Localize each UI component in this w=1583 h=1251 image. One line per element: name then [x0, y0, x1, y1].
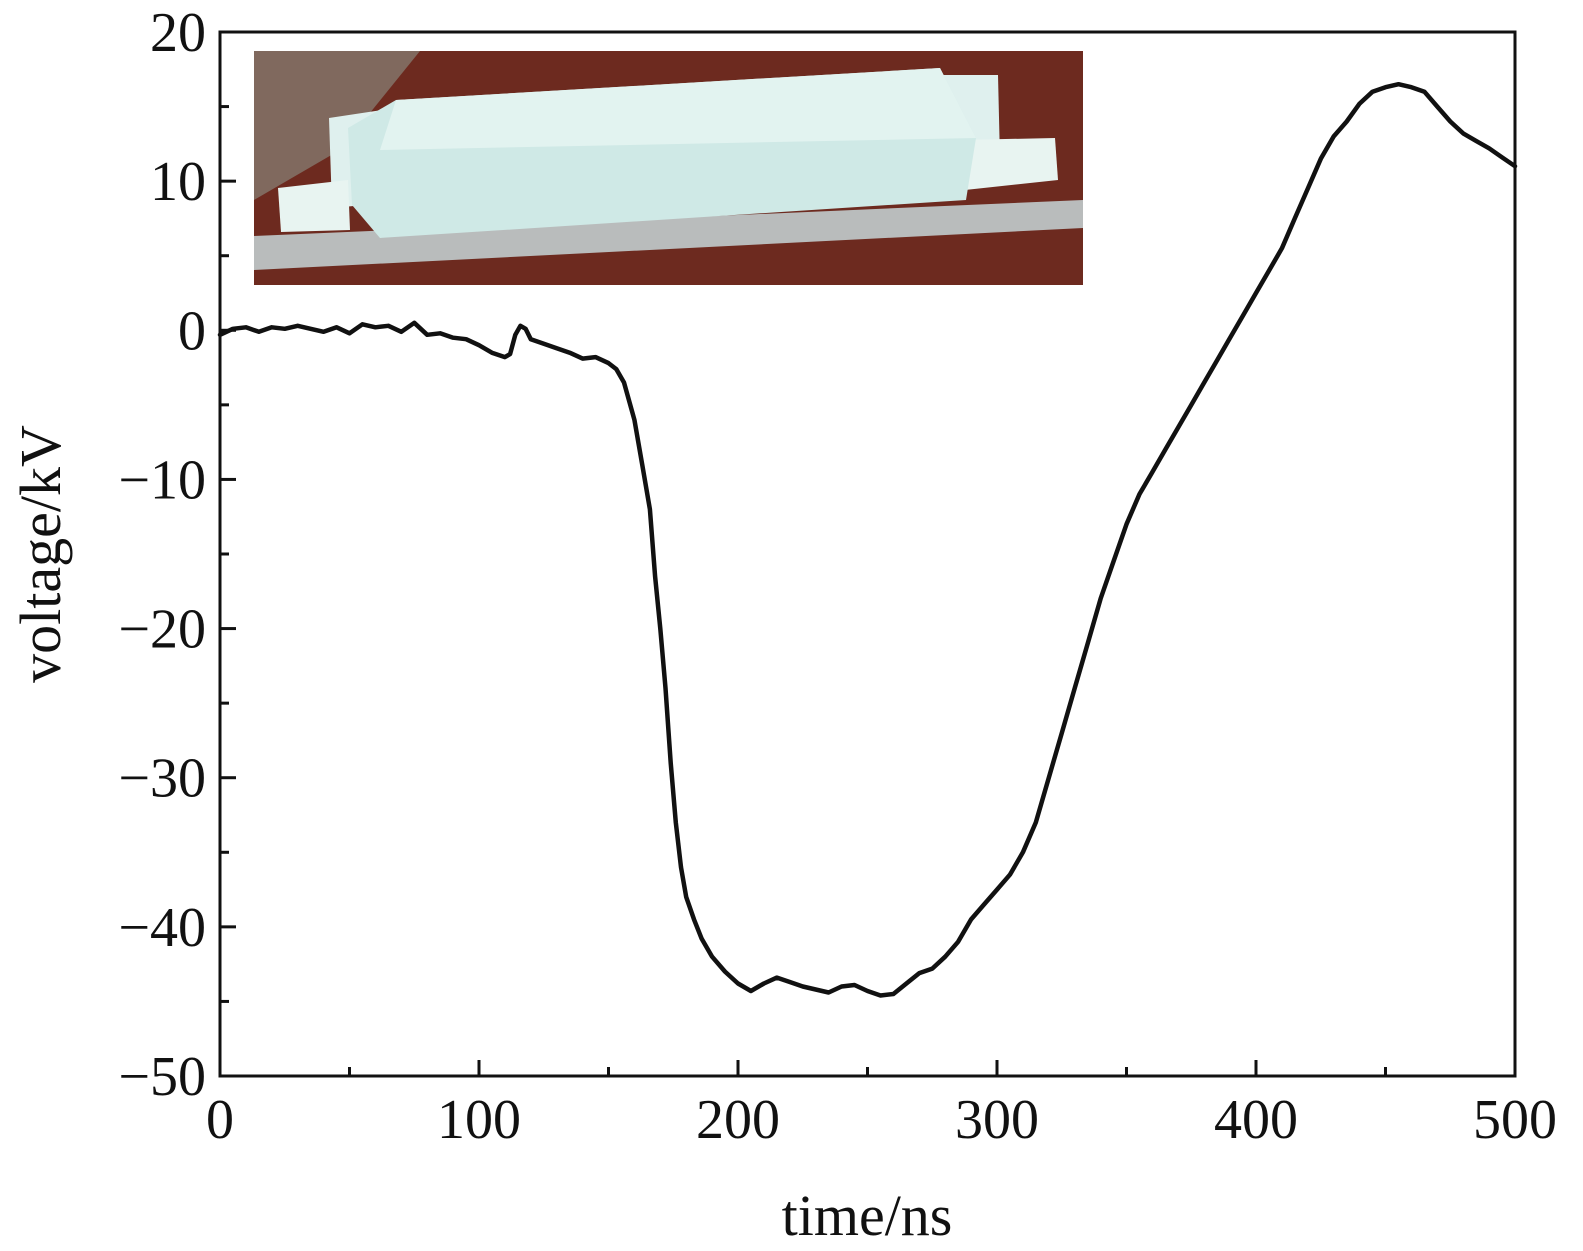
inset-photo-ruler	[254, 200, 1083, 270]
y-tick-label: −10	[118, 449, 206, 511]
y-tick-label: −40	[118, 897, 206, 959]
x-tick-label: 200	[696, 1089, 780, 1151]
y-tick-label: 0	[178, 300, 206, 362]
y-tick-label: −20	[118, 599, 206, 661]
x-tick-label: 500	[1473, 1089, 1557, 1151]
x-tick-label: 400	[1214, 1089, 1298, 1151]
inset-photo-flange-left	[278, 180, 350, 232]
x-axis-label: time/ns	[782, 1183, 953, 1248]
x-tick-label: 0	[206, 1089, 234, 1151]
y-axis-label: voltage/kV	[8, 425, 73, 683]
series-line	[217, 81, 1518, 998]
axis-ticks	[218, 30, 1517, 1078]
x-tick-label: 300	[955, 1089, 1039, 1151]
y-tick-label: −30	[118, 748, 206, 810]
y-tick-label: −50	[118, 1046, 206, 1108]
y-tick-label: 10	[150, 151, 206, 213]
inset-photo-device-top	[380, 68, 976, 150]
inset-photo	[254, 51, 1083, 285]
inset-photo-flange-right	[960, 138, 1058, 190]
x-tick-label: 100	[437, 1089, 521, 1151]
y-tick-label: 20	[150, 2, 206, 64]
